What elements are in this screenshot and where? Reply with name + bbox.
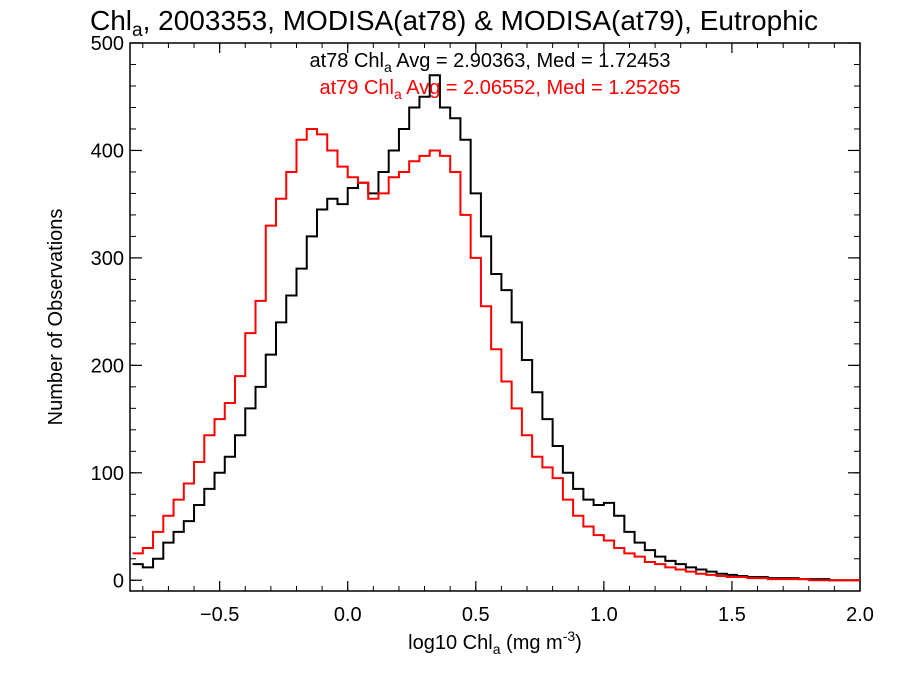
chart-title-subscript: a	[132, 20, 143, 41]
y-tick-label: 500	[91, 33, 124, 55]
axis-ticks: −0.5 0.0 0.5 1.0 1.5 2.0 0 100 200 300 400 500	[91, 33, 874, 626]
y-tick-label: 400	[91, 140, 124, 162]
histogram-series	[132, 74, 860, 582]
series-at79-line	[132, 127, 860, 582]
legend-stat-red: at79 Chla Avg = 2.06552, Med = 1.25265	[319, 77, 680, 102]
x-tick-label: 0.0	[334, 604, 362, 626]
y-tick-label: 300	[91, 248, 124, 270]
y-tick-label: 200	[91, 355, 124, 377]
x-tick-label: −0.5	[200, 604, 239, 626]
plot-frame	[129, 42, 861, 592]
series-at78-line	[132, 74, 860, 582]
y-axis-label: Number of Observations	[45, 209, 67, 426]
x-axis-label: log10 Chla (mg m-3)	[408, 628, 582, 657]
legend-stat-black: at78 Chla Avg = 2.90363, Med = 1.72453	[309, 50, 670, 75]
y-tick-label: 0	[113, 570, 124, 592]
y-tick-label: 100	[91, 463, 124, 485]
x-tick-label: 1.0	[590, 604, 618, 626]
x-tick-label: 1.5	[718, 604, 746, 626]
chart-title: Chla, 2003353, MODISA(at78) & MODISA(at7…	[90, 5, 818, 41]
x-tick-label: 0.5	[462, 604, 490, 626]
chart-title-rest: , 2003353, MODISA(at78) & MODISA(at79), …	[143, 5, 818, 36]
x-tick-label: 2.0	[846, 604, 874, 626]
